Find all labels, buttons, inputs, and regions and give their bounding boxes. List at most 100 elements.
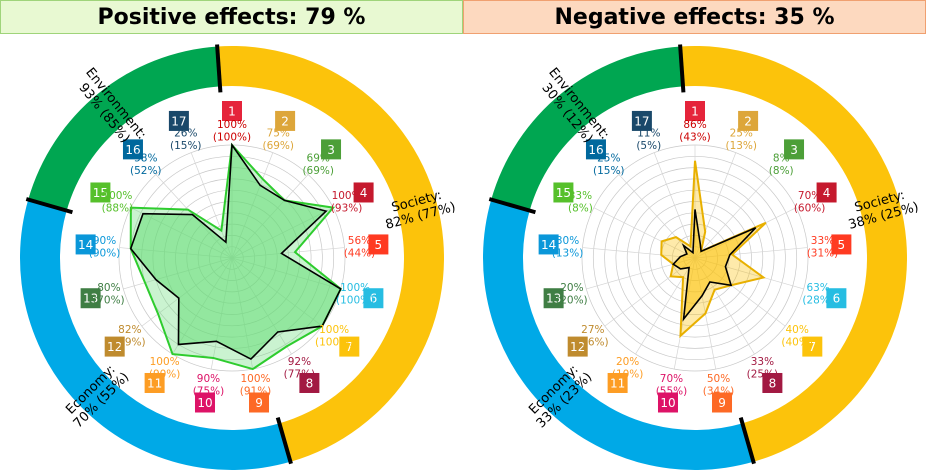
sdg-badge-13: 13 — [80, 288, 101, 309]
sdg-number: 2 — [281, 114, 289, 128]
sdg-badge-12: 12 — [104, 336, 125, 357]
sdg-square — [685, 101, 705, 121]
value-label: 20% (20%) — [556, 282, 588, 307]
sdg-number: 12 — [107, 340, 122, 354]
sdg-square — [339, 336, 360, 357]
sdg-number: 17 — [634, 114, 649, 128]
sdg-number: 15 — [93, 186, 108, 200]
sdg-square — [762, 372, 783, 393]
sdg-number: 1 — [228, 105, 236, 119]
sector-ring-1 — [19, 199, 291, 470]
sdg-square — [194, 392, 215, 413]
value-label: 33% (31%) — [807, 235, 839, 259]
sdg-square — [275, 110, 296, 131]
sdg-badge-3: 3 — [784, 139, 805, 160]
grid-spoke — [593, 207, 696, 259]
sector-divider — [488, 197, 536, 215]
sdg-square — [553, 182, 574, 203]
sdg-badge-6: 6 — [363, 288, 384, 309]
sdg-badge-2: 2 — [738, 110, 759, 131]
sdg-number: 14 — [541, 238, 556, 252]
sdg-square — [144, 372, 165, 393]
sdg-number: 15 — [556, 186, 571, 200]
sdg-badge-6: 6 — [826, 288, 847, 309]
value-label: 70% (55%) — [656, 373, 688, 398]
sdg-number: 12 — [570, 340, 585, 354]
value-label: 27% (16%) — [577, 324, 609, 349]
value-label: 90% (90%) — [89, 235, 121, 259]
negative-effects-header: Negative effects: 35 % — [463, 0, 926, 34]
sdg-square — [321, 139, 342, 160]
value-label: 40% (40%) — [781, 324, 813, 349]
sdg-square — [657, 392, 678, 413]
sdg-square — [831, 234, 852, 255]
sdg-badge-1: 1 — [222, 101, 242, 121]
sector-ring-1 — [483, 199, 754, 470]
sdg-number: 9 — [255, 396, 263, 410]
sdg-square — [90, 182, 111, 203]
sdg-square — [75, 234, 96, 255]
sdg-badge-11: 11 — [607, 372, 628, 393]
series-inner-polygon — [129, 142, 342, 361]
sdg-badge-9: 9 — [249, 392, 270, 413]
value-label: 33% (8%) — [568, 190, 593, 215]
sdg-square — [368, 234, 389, 255]
sdg-badge-17: 17 — [631, 110, 652, 131]
sector-ring-0 — [217, 45, 445, 462]
value-label: 69% (69%) — [302, 152, 334, 177]
sdg-number: 9 — [718, 396, 726, 410]
value-label: 25% (15%) — [593, 152, 625, 177]
sdg-square — [543, 288, 564, 309]
value-label: 33% (25%) — [747, 356, 779, 381]
sdg-square — [249, 392, 270, 413]
grid-spoke — [653, 152, 696, 259]
sector-divider — [738, 417, 756, 465]
sdg-badge-8: 8 — [762, 372, 783, 393]
sdg-number: 16 — [125, 143, 140, 157]
value-label: 86% (43%) — [679, 119, 711, 144]
sdg-badge-8: 8 — [299, 372, 320, 393]
sdg-badge-14: 14 — [75, 234, 96, 255]
sdg-square — [631, 110, 652, 131]
sector-ring-2 — [28, 46, 221, 211]
sdg-badge-3: 3 — [321, 139, 342, 160]
value-label: 100% (90%) — [149, 356, 181, 381]
sdg-number: 11 — [147, 376, 162, 390]
sdg-square — [826, 288, 847, 309]
value-label: 82% (59%) — [114, 324, 146, 349]
value-label: 92% (77%) — [284, 356, 316, 381]
value-label: 25% (13%) — [725, 128, 757, 153]
sdg-number: 10 — [197, 396, 212, 410]
value-label: 100% (93%) — [331, 190, 363, 215]
sdg-square — [585, 139, 606, 160]
sdg-number: 3 — [327, 143, 335, 157]
sdg-number: 6 — [370, 292, 378, 306]
sdg-badge-16: 16 — [122, 139, 143, 160]
value-label: 100% (88%) — [102, 190, 134, 215]
positive-effects-title: Positive effects: 79 % — [97, 4, 366, 30]
grid-spoke — [635, 257, 696, 355]
sector-label-0: Society:38% (25%) — [843, 185, 920, 233]
value-label: 75% (69%) — [262, 128, 294, 153]
sdg-square — [816, 182, 837, 203]
sdg-number: 17 — [171, 114, 186, 128]
sdg-number: 3 — [790, 143, 798, 157]
sdg-number: 7 — [808, 340, 816, 354]
series-inner-polygon — [672, 209, 757, 322]
sector-ring-0 — [680, 45, 908, 462]
sector-ring-2 — [491, 46, 684, 211]
sector-divider — [25, 197, 73, 215]
grid-spoke — [694, 174, 772, 259]
sector-divider — [215, 44, 223, 93]
sdg-square — [222, 101, 242, 121]
positive-effects-header: Positive effects: 79 % — [0, 0, 463, 34]
sdg-square — [738, 110, 759, 131]
sdg-badge-15: 15 — [553, 182, 574, 203]
sdg-number: 16 — [588, 143, 603, 157]
value-label: 100% (91%) — [240, 373, 272, 398]
value-label: 26% (15%) — [170, 128, 202, 153]
sdg-number: 8 — [306, 376, 314, 390]
sdg-badge-14: 14 — [538, 234, 559, 255]
sdg-number: 10 — [660, 396, 675, 410]
sdg-square — [363, 288, 384, 309]
